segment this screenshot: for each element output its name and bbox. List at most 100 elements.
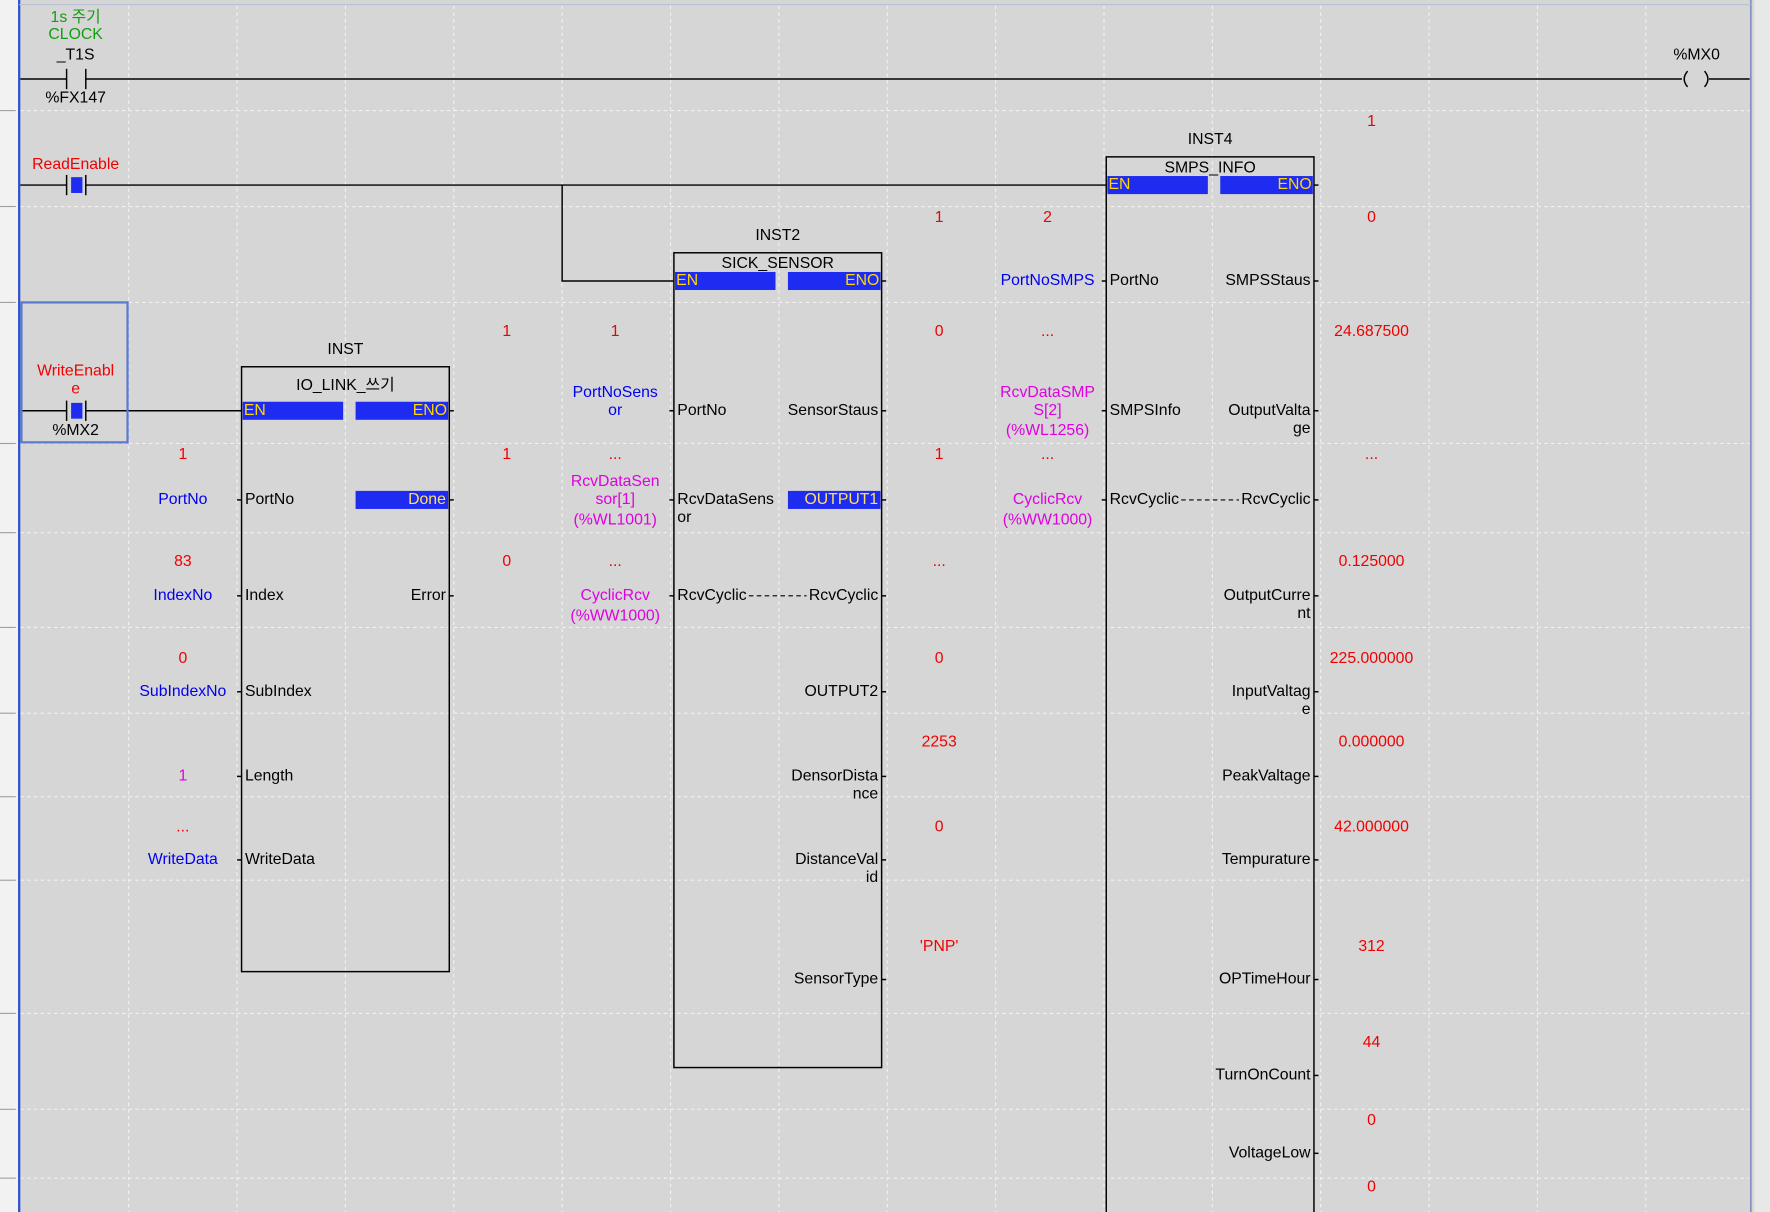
en-bar: [1107, 176, 1208, 195]
block-type: SMPS_INFO: [1164, 159, 1255, 176]
wire: [561, 185, 674, 282]
output-pin: Error: [411, 587, 446, 604]
monitor-value: 2: [1043, 209, 1052, 226]
en-pin: EN: [244, 402, 266, 419]
operand: PortNoSens: [573, 384, 658, 401]
operand: RcvDataSen: [571, 473, 660, 490]
operand: WriteData: [148, 851, 218, 868]
comment: 1s 주기: [51, 8, 101, 26]
function-block: [1105, 156, 1315, 1212]
monitor-value: ...: [1041, 323, 1054, 340]
operand: sor[1]: [595, 491, 635, 508]
input-pin: SMPSInfo: [1110, 402, 1181, 419]
function-block: [673, 252, 883, 1069]
monitor-value: 0: [1367, 209, 1376, 226]
eno-pin: ENO: [1277, 176, 1311, 193]
output-pin: VoltageLow: [1229, 1144, 1311, 1161]
input-pin: Index: [245, 587, 284, 604]
instance-name: INST4: [1188, 131, 1233, 148]
monitor-value: 42.000000: [1334, 818, 1409, 835]
monitor-value: 312: [1358, 938, 1384, 955]
output-pin: SensorStaus: [788, 402, 879, 419]
contact-on: [71, 177, 83, 193]
output-pin: RcvCyclic: [809, 587, 878, 604]
function-block: [240, 366, 451, 973]
en-bar: [675, 271, 776, 291]
operand: or: [608, 402, 622, 419]
monitor-value: 225.000000: [1330, 650, 1414, 667]
right-margin: [1754, 0, 1770, 1212]
operand: SubIndexNo: [139, 683, 226, 700]
eno-pin: ENO: [845, 272, 879, 289]
monitor-value: ...: [176, 818, 189, 835]
comment: CLOCK: [48, 26, 103, 43]
eno-bar: [355, 401, 449, 420]
block-type: SICK_SENSOR: [722, 255, 834, 272]
constant: 1: [178, 768, 187, 785]
operand: CyclicRcv: [581, 587, 650, 604]
operand: PortNo: [158, 491, 207, 508]
contact-label: WriteEnabl: [37, 362, 114, 379]
contact-address: %FX147: [45, 89, 106, 106]
output-pin: ge: [1293, 420, 1311, 437]
operand-address: (%WW1000): [570, 607, 660, 624]
monitor-value: 0: [178, 650, 187, 667]
monitor-value: 1: [935, 446, 944, 463]
input-pin: or: [677, 509, 691, 526]
operand: S[2]: [1033, 402, 1061, 419]
output-pin: OutputCurre: [1224, 587, 1311, 604]
operand-address: (%WW1000): [1003, 511, 1093, 528]
monitor-value: 0.125000: [1339, 553, 1405, 570]
input-pin: SubIndex: [245, 683, 312, 700]
instance-name: INST2: [755, 227, 800, 244]
monitor-value: 2253: [922, 734, 957, 751]
contact-label: _T1S: [56, 46, 95, 63]
en-bar: [242, 401, 344, 420]
contact-on: [71, 402, 83, 419]
output-pin: SMPSStaus: [1225, 272, 1310, 289]
monitor-value: 44: [1363, 1034, 1381, 1051]
en-pin: EN: [676, 272, 698, 289]
output-on: [787, 490, 881, 509]
output-on: [355, 490, 449, 509]
monitor-value: 1: [935, 209, 944, 226]
monitor-value: 1: [178, 446, 187, 463]
output-pin: id: [866, 869, 878, 886]
operand-address: (%WL1001): [574, 511, 657, 528]
output-pin: e: [1302, 701, 1311, 718]
eno-pin: ENO: [413, 402, 447, 419]
instance-name: INST: [327, 341, 363, 358]
eno-bar: [1220, 176, 1313, 195]
output-pin: Tempurature: [1222, 851, 1311, 868]
output-pin: OUTPUT2: [804, 683, 878, 700]
operand-address: (%WL1256): [1006, 422, 1089, 439]
monitor-value: 0.000000: [1339, 734, 1405, 751]
monitor-value: ...: [1365, 446, 1378, 463]
monitor-value: ...: [609, 446, 622, 463]
input-pin: Length: [245, 768, 293, 785]
monitor-value: 'PNP': [920, 938, 959, 955]
selection[interactable]: [20, 301, 129, 444]
monitor-value: 0: [935, 818, 944, 835]
monitor-value: 0: [1367, 1178, 1376, 1195]
output-pin: DensorDista: [791, 768, 878, 785]
contact-label: ReadEnable: [32, 156, 119, 173]
input-pin: PortNo: [1110, 272, 1159, 289]
output-pin: InputValtag: [1232, 683, 1311, 700]
monitor-value: ...: [933, 553, 946, 570]
contact-address: %MX2: [52, 422, 99, 439]
monitor-value: 0: [1367, 1112, 1376, 1129]
monitor-value: ...: [1041, 446, 1054, 463]
eno-bar: [787, 271, 881, 291]
monitor-value: ...: [609, 553, 622, 570]
coil: [1683, 70, 1709, 88]
input-pin: WriteData: [245, 851, 315, 868]
input-pin: PortNo: [677, 402, 726, 419]
monitor-value: 0: [502, 553, 511, 570]
output-pin: Done: [408, 491, 446, 508]
left-margin: [0, 0, 19, 1212]
output-pin: nt: [1297, 605, 1311, 622]
monitor-value: 83: [174, 553, 192, 570]
